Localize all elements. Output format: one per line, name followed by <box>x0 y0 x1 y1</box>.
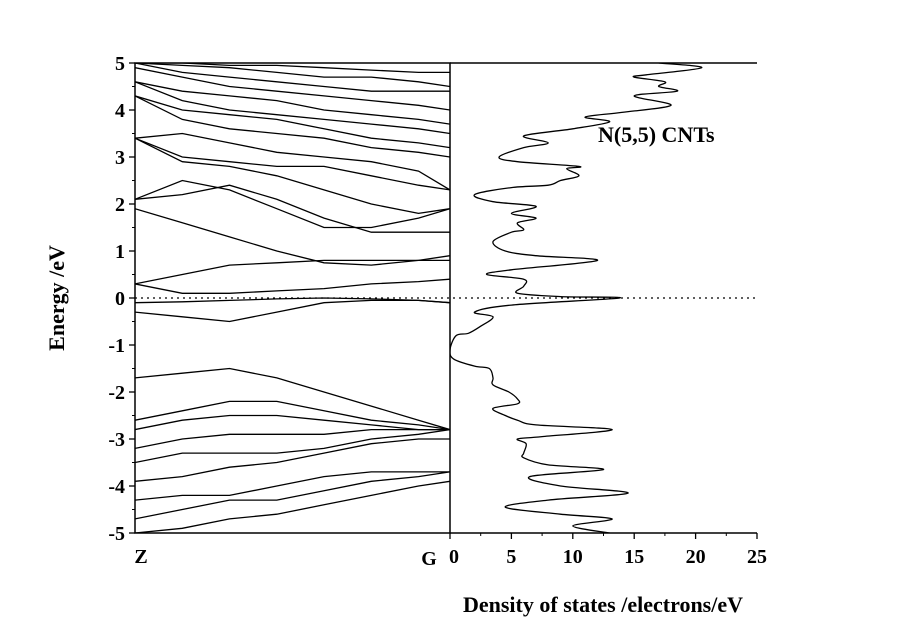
y-tick-label: 5 <box>115 53 125 75</box>
band-line-12 <box>135 278 450 294</box>
band-line-8 <box>135 400 450 431</box>
x-tick-label: 10 <box>563 546 583 568</box>
band-line-17 <box>135 137 450 215</box>
y-tick-label: -2 <box>108 382 125 404</box>
y-tick-label: -3 <box>108 429 125 451</box>
band-line-27 <box>135 63 450 74</box>
k-point-label-z: Z <box>134 546 147 568</box>
band-line-14 <box>135 208 450 266</box>
band-line-25 <box>135 63 450 92</box>
band-line-21 <box>135 95 450 149</box>
band-line-13 <box>135 259 450 285</box>
band-line-5 <box>135 428 450 464</box>
y-tick-label: 0 <box>115 288 125 310</box>
y-tick-label: 1 <box>115 241 125 263</box>
y-tick-label: -5 <box>108 523 125 545</box>
band-line-26 <box>135 63 450 88</box>
band-line-4 <box>135 438 450 482</box>
band-line-7 <box>135 414 450 431</box>
band-line-20 <box>135 95 450 158</box>
y-tick-label: -1 <box>108 335 125 357</box>
x-axis-label: Density of states /electrons/eV <box>463 592 743 617</box>
band-line-19 <box>135 132 450 191</box>
band-line-23 <box>135 81 450 125</box>
band-line-15 <box>135 184 450 233</box>
y-tick-label: 4 <box>115 100 125 122</box>
band-line-6 <box>135 428 450 450</box>
y-axis-label: Energy /eV <box>44 245 69 351</box>
y-tick-label: 2 <box>115 194 125 216</box>
x-tick-label: 15 <box>624 546 644 568</box>
band-line-2 <box>135 471 450 520</box>
dos-curve <box>450 63 703 533</box>
band-line-11 <box>135 297 450 304</box>
dos-group <box>450 63 703 533</box>
band-line-18 <box>135 137 450 191</box>
band-line-3 <box>135 471 450 501</box>
band-line-24 <box>135 67 450 111</box>
x-tick-label: 0 <box>449 546 459 568</box>
k-point-label-g: G <box>421 548 437 570</box>
series-annotation: N(5,5) CNTs <box>598 122 715 147</box>
band-lines-group <box>135 63 450 533</box>
x-tick-label: 5 <box>506 546 516 568</box>
band-line-10 <box>135 299 450 323</box>
x-tick-label: 25 <box>747 546 767 568</box>
band-line-9 <box>135 367 450 431</box>
band-line-16 <box>135 179 450 229</box>
band-line-22 <box>135 81 450 135</box>
band-line-1 <box>135 480 450 533</box>
y-tick-label: -4 <box>108 476 125 498</box>
x-tick-label: 20 <box>686 546 706 568</box>
y-tick-label: 3 <box>115 147 125 169</box>
